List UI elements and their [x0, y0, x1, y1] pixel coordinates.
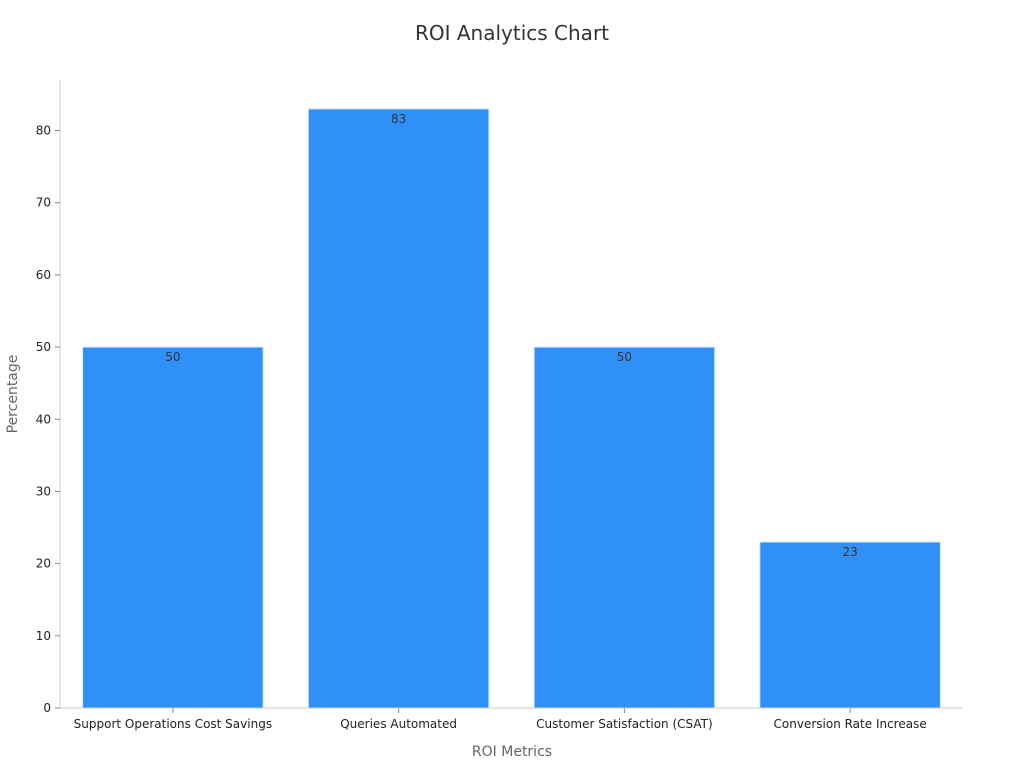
y-tick-label: 30 — [36, 484, 51, 498]
y-tick-label: 70 — [36, 196, 51, 210]
data-label: 23 — [842, 545, 857, 559]
y-tick-label: 40 — [36, 412, 51, 426]
x-tick-label: Support Operations Cost Savings — [74, 717, 272, 731]
data-label: 50 — [617, 350, 632, 364]
y-axis-label: Percentage — [5, 355, 21, 434]
y-tick-label: 80 — [36, 124, 51, 138]
y-tick-label: 60 — [36, 268, 51, 282]
axes-group: Support Operations Cost Savings Queries A… — [36, 80, 963, 731]
x-tick-label: Queries Automated — [340, 717, 457, 731]
bar — [307, 108, 490, 709]
bar — [82, 346, 264, 709]
data-label: 83 — [391, 112, 406, 126]
y-tick-label: 20 — [36, 557, 51, 571]
bar — [759, 541, 941, 709]
data-label: 50 — [165, 350, 180, 364]
x-tick-label: Conversion Rate Increase — [774, 717, 927, 731]
x-axis-label: ROI Metrics — [472, 744, 552, 760]
chart-title: ROI Analytics Chart — [415, 21, 609, 45]
x-tick-label: Customer Satisfaction (CSAT) — [536, 717, 713, 731]
bars-group: 50 83 50 23 — [82, 108, 941, 709]
y-tick-label: 50 — [36, 340, 51, 354]
bar — [533, 346, 716, 709]
y-tick-label: 0 — [43, 701, 51, 715]
y-tick-label: 10 — [36, 629, 51, 643]
